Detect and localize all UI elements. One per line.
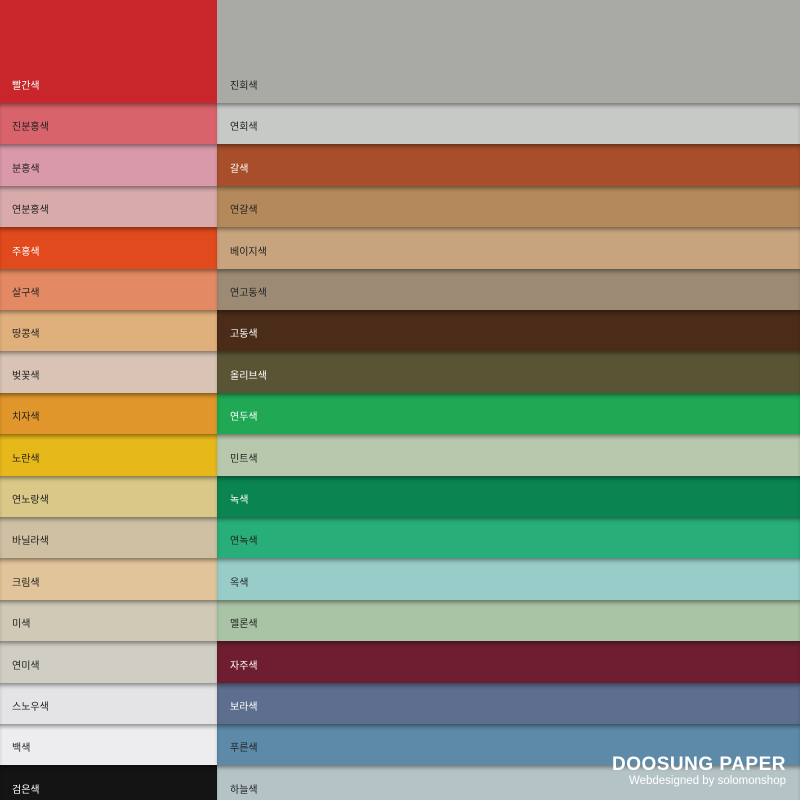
color-swatch[interactable]: 벚꽃색 xyxy=(0,351,217,394)
color-swatch[interactable]: 보라색 xyxy=(217,682,800,725)
color-swatch[interactable]: 연고동색 xyxy=(217,268,800,311)
color-swatch[interactable]: 베이지색 xyxy=(217,227,800,270)
swatch-label: 갈색 xyxy=(230,163,249,175)
color-swatch[interactable]: 빨간색 xyxy=(0,0,217,104)
color-swatch[interactable]: 진회색 xyxy=(217,0,800,104)
swatch-label: 미색 xyxy=(12,619,31,631)
swatch-label: 바닐라색 xyxy=(12,536,49,548)
color-swatch[interactable]: 연두색 xyxy=(217,392,800,436)
color-swatch[interactable]: 갈색 xyxy=(217,144,800,187)
color-swatch[interactable]: 멜론색 xyxy=(217,599,800,643)
swatch-label: 하늘색 xyxy=(230,784,258,796)
swatch-label: 벚꽃색 xyxy=(12,370,40,382)
swatch-label: 땅콩색 xyxy=(12,329,40,341)
color-swatch[interactable]: 땅콩색 xyxy=(0,310,217,353)
color-swatch[interactable]: 민트색 xyxy=(217,434,800,477)
color-swatch[interactable]: 하늘색 xyxy=(217,765,800,800)
swatch-label: 고동색 xyxy=(230,329,258,341)
color-swatch[interactable]: 미색 xyxy=(0,599,217,643)
swatch-label: 살구색 xyxy=(12,287,40,299)
swatch-label: 옥색 xyxy=(230,577,249,589)
swatch-label: 푸른색 xyxy=(230,743,258,755)
color-swatch[interactable]: 푸른색 xyxy=(217,724,800,767)
color-swatch[interactable]: 올리브색 xyxy=(217,351,800,394)
brand: DOOSUNG PAPER Webdesigned by solomonshop xyxy=(612,755,786,788)
color-swatch[interactable]: 고동색 xyxy=(217,310,800,353)
swatch-label: 멜론색 xyxy=(230,619,258,631)
color-swatch[interactable]: 진분홍색 xyxy=(0,103,217,146)
color-swatch[interactable]: 치자색 xyxy=(0,392,217,436)
color-swatch[interactable]: 스노우색 xyxy=(0,682,217,725)
color-swatch[interactable]: 주홍색 xyxy=(0,227,217,270)
color-swatch[interactable]: 분홍색 xyxy=(0,144,217,187)
color-swatch[interactable]: 연갈색 xyxy=(217,185,800,229)
swatch-label: 연갈색 xyxy=(230,205,258,217)
swatch-label: 연두색 xyxy=(230,412,258,424)
swatch-label: 민트색 xyxy=(230,453,258,465)
swatch-label: 주홍색 xyxy=(12,246,40,258)
swatch-label: 스노우색 xyxy=(12,701,49,713)
swatch-label: 백색 xyxy=(12,743,31,755)
color-swatch[interactable]: 자주색 xyxy=(217,641,800,684)
color-swatch[interactable]: 백색 xyxy=(0,724,217,767)
swatch-label: 진분홍색 xyxy=(12,122,49,134)
color-swatch[interactable]: 연미색 xyxy=(0,641,217,684)
swatch-label: 노란색 xyxy=(12,453,40,465)
brand-credit: Webdesigned by solomonshop xyxy=(628,775,786,787)
swatch-label: 보라색 xyxy=(230,701,258,713)
swatch-label: 연회색 xyxy=(230,122,258,134)
swatch-label: 연녹색 xyxy=(230,536,258,548)
color-swatch[interactable]: 크림색 xyxy=(0,558,217,601)
swatch-label: 빨간색 xyxy=(12,81,40,92)
swatch-label: 베이지색 xyxy=(230,246,267,258)
swatch-label: 진회색 xyxy=(230,81,258,92)
swatch-label: 연미색 xyxy=(12,660,40,672)
swatch-label: 연노랑색 xyxy=(12,494,49,506)
brand-name: DOOSUNG PAPER xyxy=(611,754,786,775)
swatch-label: 자주색 xyxy=(230,660,258,672)
swatch-label: 검은색 xyxy=(12,784,40,796)
swatch-label: 올리브색 xyxy=(230,370,267,382)
color-swatch[interactable]: 연녹색 xyxy=(217,517,800,560)
color-swatch[interactable]: 연노랑색 xyxy=(0,475,217,518)
swatch-label: 크림색 xyxy=(12,577,40,589)
swatch-label: 연분홍색 xyxy=(12,205,49,217)
swatch-label: 연고동색 xyxy=(230,287,267,299)
swatch-label: 치자색 xyxy=(12,412,40,424)
color-swatch[interactable]: 연회색 xyxy=(217,103,800,146)
swatch-label: 분홍색 xyxy=(12,163,40,175)
color-swatch[interactable]: 검은색 xyxy=(0,765,217,800)
color-swatch[interactable]: 녹색 xyxy=(217,475,800,518)
color-swatch[interactable]: 노란색 xyxy=(0,434,217,477)
color-swatch[interactable]: 살구색 xyxy=(0,268,217,311)
color-swatch[interactable]: 연분홍색 xyxy=(0,185,217,229)
color-swatch[interactable]: 바닐라색 xyxy=(0,517,217,560)
color-swatch[interactable]: 옥색 xyxy=(217,558,800,601)
swatch-label: 녹색 xyxy=(230,494,249,506)
